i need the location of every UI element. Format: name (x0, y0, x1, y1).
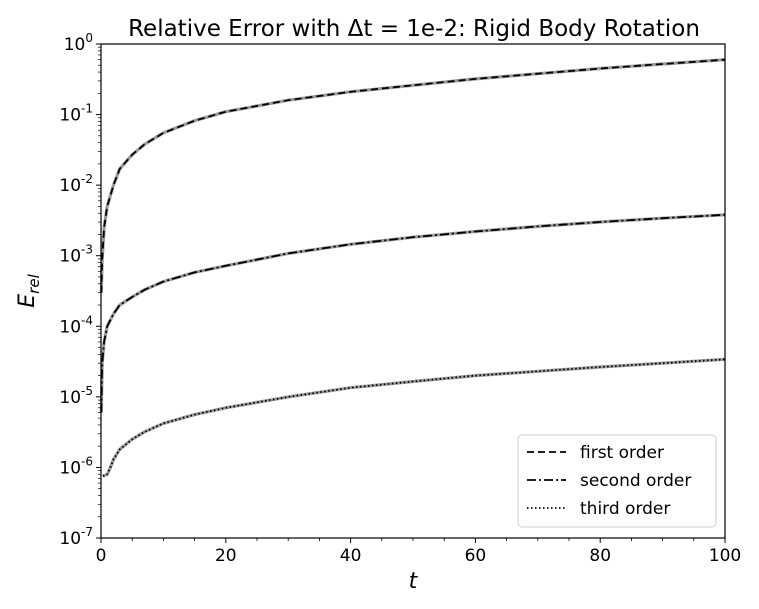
x-axis-label: t (409, 569, 419, 594)
y-tick-base: 10 (59, 458, 81, 478)
legend-label: third order (580, 499, 670, 519)
x-axis: 0 20 40 60 80 100 (96, 538, 741, 566)
y-tick-exponent: -3 (81, 243, 93, 257)
x-tick-label: 60 (465, 546, 487, 566)
legend-box (517, 434, 717, 528)
chart-title: Relative Error with Δt = 1e-2: Rigid Bod… (128, 16, 700, 42)
y-tick-label: 10-7 (59, 525, 93, 549)
y-tick-label: 10-3 (59, 243, 93, 267)
series-first-order-line (100, 58, 726, 293)
y-tick-base: 10 (59, 106, 81, 126)
y-axis-label-subscript: rel (25, 273, 43, 293)
x-tick-label: 100 (709, 546, 741, 566)
x-tick-label: 80 (589, 546, 611, 566)
legend-label: second order (580, 471, 691, 491)
y-tick-base: 10 (59, 176, 81, 196)
y-tick-exponent: -2 (81, 172, 93, 186)
y-tick-exponent: -7 (81, 525, 93, 539)
y-tick-label: 10-6 (59, 454, 93, 478)
y-tick-label: 10-5 (59, 384, 93, 408)
y-tick-base: 10 (64, 35, 86, 55)
x-tick-label: 20 (215, 546, 237, 566)
y-tick-exponent: -6 (81, 454, 93, 468)
y-tick-base: 10 (59, 388, 81, 408)
y-tick-label: 10-1 (59, 102, 93, 126)
x-tick-label: 40 (340, 546, 362, 566)
y-tick-base: 10 (59, 317, 81, 337)
y-tick-label: 100 (64, 31, 93, 55)
y-tick-exponent: 0 (85, 31, 93, 45)
series-third-order-line (102, 358, 726, 478)
y-tick-label: 10-4 (59, 313, 93, 337)
x-tick-label: 0 (96, 546, 107, 566)
y-tick-exponent: -4 (81, 313, 93, 327)
legend-label: first order (580, 443, 664, 463)
series-second-order-line (100, 213, 726, 413)
y-tick-exponent: -5 (81, 384, 93, 398)
y-axis-label: Erel (15, 273, 43, 307)
series-layer (99, 58, 726, 478)
y-tick-base: 10 (59, 247, 81, 267)
legend: first order second order third order (517, 434, 717, 528)
y-tick-exponent: -1 (81, 102, 93, 116)
series-first-order-reference-line (99, 58, 726, 293)
y-tick-base: 10 (59, 529, 81, 549)
y-axis-label-main: E (15, 294, 40, 308)
y-tick-label: 10-2 (59, 172, 93, 196)
